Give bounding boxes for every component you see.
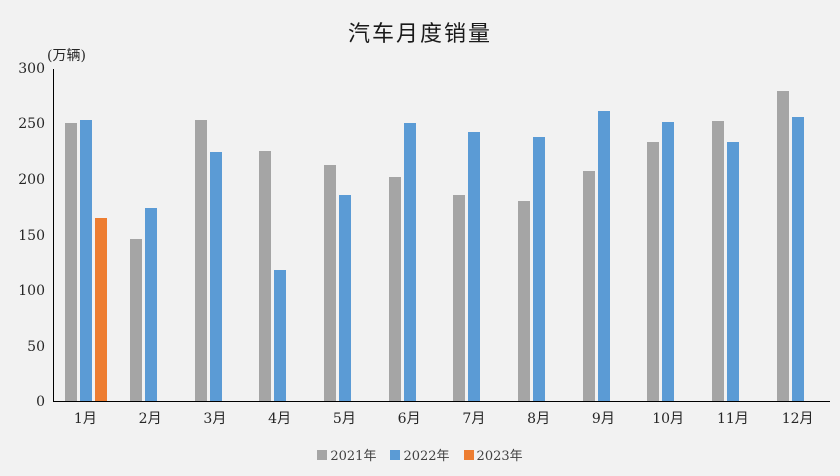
bar-2022年-11月 [727, 142, 740, 401]
bar-2022年-7月 [468, 132, 481, 401]
x-axis-label-5月: 5月 [332, 411, 356, 427]
bar-group-9月 [571, 69, 636, 401]
bar-2021年-5月 [324, 165, 337, 401]
bar-2021年-7月 [453, 195, 466, 401]
bar-group-1月 [54, 69, 119, 401]
y-axis-tick-label: 300 [18, 61, 45, 77]
legend-swatch-icon [390, 449, 401, 460]
x-axis-label-1月: 1月 [73, 411, 97, 427]
x-axis-label-6月: 6月 [397, 411, 421, 427]
x-axis-label-11月: 11月 [716, 411, 749, 427]
bar-2021年-12月 [776, 91, 789, 401]
bar-group-3月 [183, 69, 248, 401]
legend-label: 2022年 [403, 449, 450, 464]
x-axis-label-3月: 3月 [203, 411, 227, 427]
legend-label: 2023年 [476, 449, 523, 464]
y-axis-tick-label: 50 [27, 339, 45, 355]
bar-group-12月 [765, 69, 830, 401]
bar-2021年-2月 [130, 239, 142, 401]
bar-2022年-12月 [791, 117, 804, 401]
legend-label: 2021年 [330, 449, 377, 464]
bar-2022年-4月 [274, 270, 287, 401]
legend-swatch-icon [317, 449, 328, 460]
y-axis-tick-label: 150 [18, 228, 45, 244]
chart-title: 汽车月度销量 [347, 22, 492, 47]
y-axis-tick-label: 200 [18, 172, 45, 188]
bar-group-2月 [119, 69, 184, 401]
plot-area [53, 69, 830, 402]
legend-swatch-icon [463, 449, 474, 460]
bar-2022年-2月 [145, 208, 157, 401]
bar-2021年-4月 [259, 151, 272, 401]
bar-2021年-6月 [388, 177, 401, 401]
bar-group-6月 [377, 69, 442, 401]
bar-group-8月 [507, 69, 572, 401]
legend-item-2021年: 2021年 [317, 445, 376, 464]
x-axis-label-10月: 10月 [652, 411, 685, 427]
x-axis-label-2月: 2月 [138, 411, 162, 427]
bar-2022年-8月 [533, 137, 546, 401]
legend-item-2023年: 2023年 [463, 445, 523, 464]
x-axis-label-9月: 9月 [591, 411, 615, 427]
bar-2022年-3月 [209, 152, 222, 401]
x-axis-label-7月: 7月 [462, 411, 486, 427]
bar-2021年-11月 [712, 121, 725, 401]
bar-2021年-3月 [194, 120, 207, 401]
bar-2021年-9月 [582, 171, 595, 401]
y-axis-unit-label: (万辆) [47, 48, 86, 64]
x-axis-label-12月: 12月 [781, 411, 814, 427]
bar-2022年-6月 [403, 123, 416, 401]
bar-group-7月 [442, 69, 507, 401]
bar-2021年-8月 [518, 201, 531, 401]
bar-2022年-1月 [80, 120, 93, 401]
bar-group-5月 [313, 69, 378, 401]
bar-group-10月 [636, 69, 701, 401]
bar-group-4月 [248, 69, 313, 401]
legend-item-2022年: 2022年 [390, 445, 450, 464]
y-axis-tick-label: 0 [36, 394, 45, 410]
bar-2022年-5月 [339, 195, 352, 401]
bar-group-11月 [701, 69, 766, 401]
x-axis-label-8月: 8月 [527, 411, 551, 427]
legend: 2021年 2022年 2023年 [0, 445, 840, 464]
bar-2023年-1月 [95, 218, 108, 401]
bar-2021年-10月 [647, 142, 660, 401]
y-axis-tick-label: 250 [18, 116, 45, 132]
bar-2022年-10月 [662, 122, 675, 401]
bar-2021年-1月 [65, 123, 78, 401]
x-axis-labels: 1月 2月 3月 4月 5月 6月 7月 8月 9月 10月 11月 12月 [53, 408, 830, 428]
bar-2022年-9月 [597, 111, 610, 401]
y-axis-tick-label: 100 [18, 283, 45, 299]
x-axis-label-4月: 4月 [268, 411, 292, 427]
